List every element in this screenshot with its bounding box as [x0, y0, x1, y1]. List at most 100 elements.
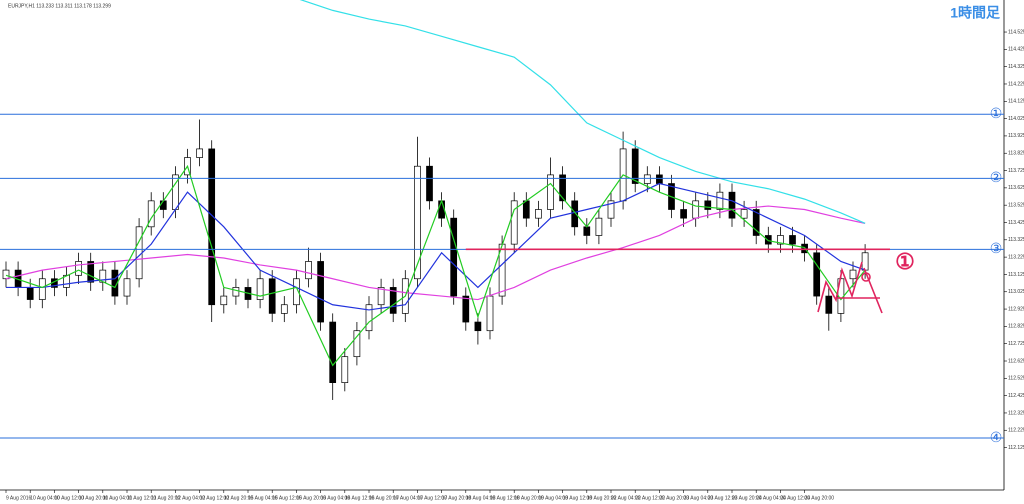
candle-body: [75, 261, 82, 276]
x-tick-label: 19 Aug 20:00: [587, 495, 617, 501]
candle-body: [208, 148, 216, 306]
candle-body: [777, 235, 784, 245]
x-tick-label: 9 Aug 2016: [6, 495, 32, 501]
candle-body: [220, 295, 228, 306]
y-tick-label: 112.825: [1008, 324, 1024, 330]
x-tick-label: 18 Aug 04:00: [466, 495, 496, 501]
x-tick-label: 17 Aug 20:00: [442, 495, 472, 501]
x-tick-label: 24 Aug 20:00: [805, 495, 835, 501]
candle-body: [87, 261, 95, 283]
candle-body: [462, 295, 470, 323]
x-tick-label: 15 Aug 20:00: [296, 495, 326, 501]
x-tick-label: 24 Aug 12:00: [780, 495, 810, 501]
x-tick-label: 22 Aug 04:00: [611, 495, 641, 501]
candle-body: [474, 321, 482, 332]
candle-body: [656, 174, 663, 184]
candle-body: [631, 148, 639, 184]
x-tick-label: 11 Aug 12:00: [127, 495, 156, 501]
x-tick-label: 24 Aug 04:00: [756, 495, 786, 501]
candle-body: [522, 200, 530, 219]
y-tick-label: 113.125: [1008, 272, 1024, 278]
y-tick-label: 114.225: [1008, 81, 1024, 87]
x-tick-label: 16 Aug 20:00: [369, 495, 399, 501]
y-tick-label: 112.725: [1008, 341, 1024, 347]
moving-average: [6, 182, 866, 311]
candle-body: [752, 209, 760, 236]
candle-body: [571, 200, 579, 228]
x-tick-label: 22 Aug 12:00: [635, 495, 665, 501]
candle-body: [256, 278, 264, 300]
candle-body: [377, 287, 385, 306]
x-tick-label: 12 Aug 12:00: [200, 495, 230, 501]
candle-body: [317, 261, 324, 323]
candle-body: [38, 278, 46, 300]
candle-body: [280, 304, 288, 314]
y-tick-label: 112.225: [1008, 428, 1024, 434]
x-tick-label: 23 Aug 04:00: [684, 495, 714, 501]
x-tick-label: 11 Aug 20:00: [151, 495, 180, 501]
x-tick-label: 10 Aug 04:00: [30, 495, 60, 501]
candle-body: [704, 200, 712, 210]
y-tick-label: 113.925: [1008, 133, 1024, 139]
resistance-label: ①: [895, 249, 915, 274]
y-tick-label: 114.125: [1008, 99, 1024, 105]
level-label: ③: [990, 240, 1003, 256]
x-tick-label: 19 Aug 12:00: [563, 495, 593, 501]
candle-body: [680, 209, 687, 219]
candle-body: [353, 330, 361, 358]
candle-body: [861, 252, 869, 271]
moving-average: [299, 0, 866, 224]
candle-body: [196, 148, 203, 158]
candle-body: [365, 304, 373, 332]
candle-body: [426, 165, 433, 202]
y-tick-label: 113.525: [1008, 203, 1024, 209]
candle-body: [559, 174, 566, 202]
candle-body: [547, 174, 554, 210]
candle-body: [583, 226, 591, 236]
y-tick-label: 113.825: [1008, 151, 1024, 157]
x-tick-label: 16 Aug 12:00: [345, 495, 375, 501]
y-tick-label: 113.425: [1008, 220, 1024, 226]
level-label: ②: [990, 169, 1003, 185]
y-tick-label: 112.625: [1008, 358, 1024, 364]
x-tick-label: 23 Aug 12:00: [708, 495, 738, 501]
x-tick-label: 12 Aug 20:00: [224, 495, 254, 501]
x-tick-label: 10 Aug 12:00: [54, 495, 84, 501]
candle-body: [716, 191, 724, 210]
red-pattern: [817, 261, 863, 313]
candle-body: [595, 217, 603, 236]
candle-body: [849, 269, 857, 280]
red-drawing: [817, 261, 883, 314]
y-tick-label: 112.325: [1008, 410, 1024, 416]
y-tick-label: 114.425: [1008, 47, 1024, 53]
candle-body: [510, 200, 518, 245]
candle-body: [607, 200, 615, 219]
x-tick-label: 10 Aug 20:00: [79, 495, 109, 501]
x-tick-label: 12 Aug 04:00: [175, 495, 205, 501]
y-tick-label: 114.525: [1008, 29, 1024, 35]
x-tick-label: 18 Aug 20:00: [514, 495, 544, 501]
candle-body: [728, 191, 736, 219]
red-arrow: [863, 267, 883, 314]
y-tick-label: 113.225: [1008, 254, 1024, 260]
chart-title: EURJPY,H1 113.233 113.311 113.178 113.29…: [8, 3, 111, 9]
candle-body: [389, 287, 397, 314]
candle-body: [111, 269, 119, 297]
candle-body: [450, 217, 458, 297]
candle-body: [643, 174, 651, 184]
x-tick-label: 23 Aug 20:00: [732, 495, 762, 501]
plot-area: [2, 0, 869, 400]
candle-body: [305, 261, 312, 280]
candle-body: [232, 287, 240, 297]
x-tick-label: 19 Aug 04:00: [538, 495, 568, 501]
y-tick-label: 114.025: [1008, 116, 1024, 122]
y-tick-label: 114.325: [1008, 64, 1024, 70]
candle-body: [789, 235, 796, 245]
candle-body: [135, 226, 143, 280]
y-tick-label: 112.525: [1008, 376, 1024, 382]
candle-body: [123, 278, 131, 297]
x-tick-label: 22 Aug 20:00: [659, 495, 689, 501]
